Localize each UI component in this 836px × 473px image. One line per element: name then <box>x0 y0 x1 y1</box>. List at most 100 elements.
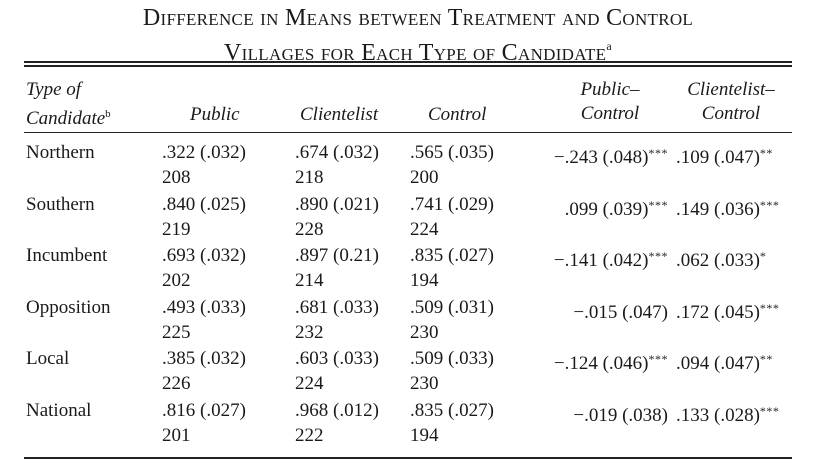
table-row: Northern .322 (.032) 208 .674 (.032) 218 .565… <box>0 141 836 193</box>
row-label: Local <box>26 348 70 369</box>
cell-public-control: −.243 (.048)*** <box>520 141 668 170</box>
cell-public: .493 (.033) <box>162 296 246 318</box>
cell-clientelist: .603 (.033) <box>295 348 379 369</box>
cell-public-control-value: −.141 (.042) <box>553 250 649 271</box>
cell-public: .693 (.032) <box>162 245 246 266</box>
row-label: Incumbent <box>26 245 108 266</box>
header-pc-line-1: Public– <box>580 79 640 100</box>
cell-clientelist: .897 (0.21) <box>295 245 379 266</box>
significance-stars: *** <box>648 352 668 366</box>
header-type-of-candidate: Type of Candidateb <box>26 78 111 131</box>
cell-clientelist: .968 (.012) <box>295 399 379 421</box>
cell-public-n: 208 <box>162 167 191 188</box>
cell-public-control-value: −.019 (.038) <box>573 404 668 426</box>
cell-public-control-value: −.015 (.047) <box>573 301 668 323</box>
significance-stars: *** <box>648 197 668 212</box>
cell-public: .322 (.032) <box>162 142 246 163</box>
cell-clientelist-control-value: .109 (.047) <box>676 147 760 168</box>
significance-stars: ** <box>759 146 773 160</box>
cell-control-n: 194 <box>410 270 439 291</box>
row-label: Northern <box>26 142 95 163</box>
cell-public-n: 219 <box>162 218 191 240</box>
cell-clientelist-n: 214 <box>295 270 324 291</box>
header-type-line-1: Type of <box>26 79 82 100</box>
cell-control: .565 (.035) <box>410 142 494 163</box>
significance-stars: ** <box>759 352 773 366</box>
table-row: Southern .840 (.025) 219 .890 (.021) 228 .741… <box>0 193 836 245</box>
table-row: National .816 (.027) 201 .968 (.012) 222 .835… <box>0 399 836 451</box>
cell-control: .741 (.029) <box>410 193 494 215</box>
cell-clientelist: .674 (.032) <box>295 142 379 163</box>
cell-public-control: −.124 (.046)*** <box>520 347 668 376</box>
cell-public-n: 225 <box>162 321 191 343</box>
significance-stars: * <box>759 249 767 263</box>
bottom-rule <box>24 457 792 459</box>
cell-clientelist: .890 (.021) <box>295 193 379 215</box>
row-label: Southern <box>26 193 95 215</box>
cell-clientelist-n: 222 <box>295 424 324 446</box>
cell-public-control-value: −.243 (.048) <box>553 147 649 168</box>
cell-control-n: 230 <box>410 373 439 394</box>
cell-control: .835 (.027) <box>410 245 494 266</box>
title-line-1: Difference in Means between Treatment an… <box>142 5 694 31</box>
cell-public-n: 226 <box>162 373 191 394</box>
header-control: Control <box>428 104 487 125</box>
title-footnote-mark: a <box>606 39 612 53</box>
cell-public-n: 202 <box>162 270 191 291</box>
top-rule-1 <box>24 61 792 63</box>
cell-control-n: 194 <box>410 424 439 446</box>
header-type-line-2-text: Candidate <box>26 108 106 129</box>
cell-clientelist-control: .149 (.036)*** <box>676 193 779 222</box>
header-public: Public <box>190 104 240 125</box>
cell-clientelist-control: .133 (.028)*** <box>676 399 779 428</box>
header-pc-line-2: Control <box>580 103 640 124</box>
cell-public: .385 (.032) <box>162 348 246 369</box>
cell-public-control: −.019 (.038) <box>520 399 668 428</box>
cell-clientelist-n: 232 <box>295 321 324 343</box>
cell-clientelist-n: 224 <box>295 373 324 394</box>
cell-clientelist-control: .109 (.047)** <box>676 141 773 170</box>
header-cc-line-2: Control <box>701 103 761 124</box>
row-label: Opposition <box>26 296 111 318</box>
cell-clientelist: .681 (.033) <box>295 296 379 318</box>
cell-clientelist-control-value: .133 (.028) <box>676 404 760 426</box>
significance-stars: *** <box>648 249 668 263</box>
top-rule-2 <box>24 65 792 67</box>
cell-public-control-value: −.124 (.046) <box>553 353 649 374</box>
cell-public-control-value: .099 (.039) <box>564 198 649 220</box>
header-public-control: Public– Control <box>560 78 660 126</box>
cell-clientelist-control-value: .062 (.033) <box>676 250 760 271</box>
cell-public-n: 201 <box>162 424 191 446</box>
cell-public-control: −.141 (.042)*** <box>520 244 668 273</box>
cell-clientelist-control: .094 (.047)** <box>676 347 773 376</box>
cell-control: .509 (.031) <box>410 296 494 318</box>
cell-public-control: .099 (.039)*** <box>520 193 668 222</box>
cell-control-n: 200 <box>410 167 439 188</box>
cell-clientelist-control: .062 (.033)* <box>676 244 766 273</box>
cell-control-n: 224 <box>410 218 439 240</box>
header-cc-line-1: Clientelist– <box>687 79 775 100</box>
header-clientelist: Clientelist <box>300 104 379 125</box>
header-type-line-2: Candidateb <box>26 102 111 131</box>
table-row: Opposition .493 (.033) 225 .681 (.033) 232 .5… <box>0 296 836 348</box>
cell-public: .840 (.025) <box>162 193 246 215</box>
cell-clientelist-control: .172 (.045)*** <box>676 296 779 325</box>
cell-clientelist-n: 228 <box>295 218 324 240</box>
table-row: Local .385 (.032) 226 .603 (.033) 224 .509 (.… <box>0 347 836 399</box>
cell-clientelist-control-value: .094 (.047) <box>676 353 760 374</box>
header-clientelist-control: Clientelist– Control <box>676 78 786 126</box>
header-type-footnote: b <box>105 108 111 120</box>
header-rule <box>24 132 792 133</box>
significance-stars: *** <box>648 146 668 160</box>
cell-clientelist-control-value: .172 (.045) <box>676 301 760 323</box>
table-title: Difference in Means between Treatment an… <box>0 4 836 67</box>
significance-stars: *** <box>759 197 780 212</box>
cell-clientelist-control-value: .149 (.036) <box>676 198 760 220</box>
significance-stars: *** <box>759 300 780 315</box>
cell-control: .509 (.033) <box>410 348 494 369</box>
cell-public: .816 (.027) <box>162 399 246 421</box>
table-row: Incumbent .693 (.032) 202 .897 (0.21) 214 .83… <box>0 244 836 296</box>
row-label: National <box>26 399 92 421</box>
cell-clientelist-n: 218 <box>295 167 324 188</box>
cell-public-control: −.015 (.047) <box>520 296 668 325</box>
